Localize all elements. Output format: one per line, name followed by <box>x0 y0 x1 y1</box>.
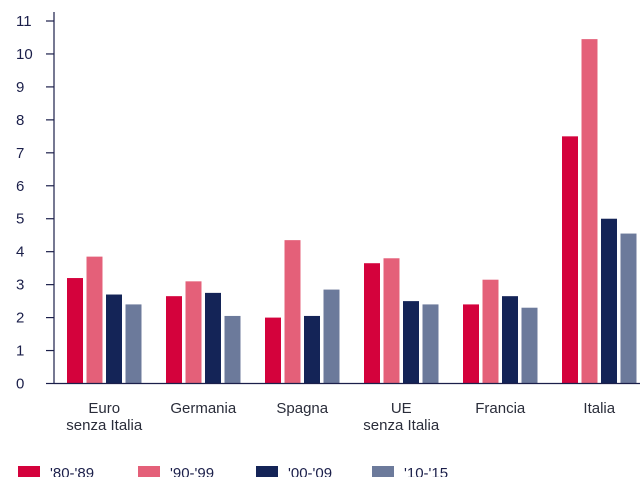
bar-3-2 <box>323 289 340 384</box>
x-category-line: senza Italia <box>363 417 440 434</box>
y-tick-label: 3 <box>16 277 24 294</box>
legend-label-0: '80-'89 <box>50 465 94 477</box>
x-category-label: Italia <box>583 400 615 417</box>
bar-0-3 <box>364 263 380 384</box>
x-category-label: UE senza Italia <box>363 400 440 434</box>
y-tick-label: 10 <box>16 46 33 63</box>
x-category-line: senza Italia <box>66 417 143 434</box>
x-category-line: Spagna <box>276 400 328 417</box>
y-tick-label: 1 <box>16 343 24 360</box>
y-tick-label: 11 <box>16 13 32 30</box>
bar-0-0 <box>67 278 83 384</box>
legend-label-3: '10-'15 <box>404 465 448 477</box>
bar-2-1 <box>205 292 221 384</box>
x-category-line: Francia <box>475 400 526 417</box>
y-tick-label: 4 <box>16 244 24 261</box>
bar-3-0 <box>125 304 142 384</box>
x-category-line: Euro <box>88 400 120 417</box>
bar-3-4 <box>521 307 538 384</box>
x-category-label: Spagna <box>276 400 328 417</box>
bar-0-1 <box>166 296 182 384</box>
bar-1-5 <box>581 39 598 384</box>
legend-swatch-2 <box>256 466 278 477</box>
bar-0-5 <box>562 136 578 384</box>
legend-swatch-0 <box>18 466 40 477</box>
bar-1-1 <box>185 281 202 384</box>
bar-3-3 <box>422 304 439 384</box>
bars-group <box>67 39 637 384</box>
bar-3-1 <box>224 315 241 384</box>
x-category-line: Italia <box>583 400 615 417</box>
bar-2-2 <box>304 315 320 384</box>
legend-swatch-1 <box>138 466 160 477</box>
x-category-label: Euro senza Italia <box>66 400 143 434</box>
bar-2-3 <box>403 301 419 384</box>
legend: '80-'89 '90-'99 '00-'09 '10-'15 <box>18 465 448 477</box>
x-category-label: Germania <box>170 400 237 417</box>
bar-1-3 <box>383 258 400 384</box>
y-tick-label: 5 <box>16 211 24 228</box>
y-tick-label: 8 <box>16 112 24 129</box>
y-tick-label: 0 <box>16 376 24 393</box>
bar-2-5 <box>601 218 617 384</box>
legend-label-1: '90-'99 <box>170 465 214 477</box>
x-category-line: Germania <box>170 400 237 417</box>
bar-2-0 <box>106 294 122 384</box>
x-category-line: UE <box>391 400 412 417</box>
y-tick-label: 6 <box>16 178 24 195</box>
x-category-label: Francia <box>475 400 526 417</box>
bar-1-0 <box>86 256 103 384</box>
bar-1-4 <box>482 279 499 384</box>
bar-0-4 <box>463 304 479 384</box>
y-tick-label: 7 <box>16 145 24 162</box>
bar-0-2 <box>265 317 281 384</box>
y-tick-label: 2 <box>16 310 24 327</box>
bar-1-2 <box>284 240 301 384</box>
y-tick-label: 9 <box>16 79 24 96</box>
legend-swatch-3 <box>372 466 394 477</box>
bar-3-5 <box>620 233 637 384</box>
legend-label-2: '00-'09 <box>288 465 332 477</box>
bar-2-4 <box>502 296 518 384</box>
y-axis: 0 1 2 3 4 5 6 7 8 9 10 11 <box>16 12 55 393</box>
